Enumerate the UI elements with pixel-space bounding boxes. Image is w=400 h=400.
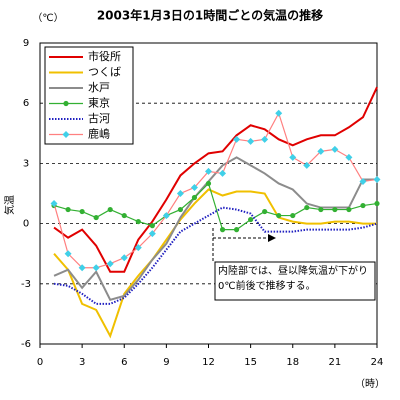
point <box>373 175 381 183</box>
legend-marker <box>63 100 69 107</box>
point <box>205 167 212 175</box>
x-tick-label: 24 <box>371 357 384 368</box>
point <box>134 244 142 252</box>
point <box>332 206 338 213</box>
point <box>331 145 339 153</box>
legend-label: 東京 <box>88 96 110 110</box>
point <box>290 212 296 219</box>
point <box>176 190 184 197</box>
point <box>248 216 254 223</box>
point <box>120 254 128 262</box>
legend-label: つくば <box>88 66 121 79</box>
annotation-box <box>214 261 376 301</box>
x-tick-label: 18 <box>286 357 299 368</box>
x-tick-label: 12 <box>202 357 215 368</box>
point <box>303 161 311 169</box>
legend-label: 市役所 <box>88 49 121 63</box>
y-unit: （℃） <box>32 12 63 24</box>
point <box>205 180 212 187</box>
x-tick-label: 9 <box>163 357 169 368</box>
y-axis-label: 気温 <box>3 195 16 215</box>
point <box>162 212 170 220</box>
point <box>78 264 86 272</box>
point <box>289 153 297 161</box>
point <box>50 200 58 208</box>
x-tick-label: 3 <box>79 357 85 368</box>
point <box>92 264 100 272</box>
point <box>65 206 71 213</box>
point <box>374 200 380 207</box>
annotation-wrap: 内陸部では、昼以降気温が下がり0℃前後で推移する。 <box>218 266 368 292</box>
legend-box <box>44 46 134 145</box>
point <box>275 109 283 117</box>
point <box>191 194 198 201</box>
point <box>79 208 85 215</box>
series-line <box>53 188 377 339</box>
point <box>262 208 268 215</box>
point <box>107 206 113 213</box>
legend-label: 古河 <box>88 112 110 125</box>
point <box>106 260 114 268</box>
point <box>135 218 141 225</box>
y-tick-label: 9 <box>23 38 29 49</box>
point <box>345 153 353 161</box>
point <box>346 206 352 213</box>
y-tick-label: 6 <box>23 98 29 109</box>
x-unit: （時） <box>355 378 385 390</box>
annotation: 内陸部では、昼以降気温が下がり0℃前後で推移する。 <box>218 266 368 292</box>
series-line <box>53 206 378 305</box>
legend-marker <box>62 131 70 138</box>
legend-label: 鹿嶋 <box>88 127 110 141</box>
series-line <box>53 86 378 273</box>
chart-title: 2003年1月3日の1時間ごとの気温の推移 <box>97 8 323 23</box>
point <box>233 135 241 143</box>
series-line <box>53 156 377 302</box>
point <box>233 227 240 233</box>
point <box>276 212 282 219</box>
point <box>177 206 184 213</box>
point <box>64 250 72 258</box>
y-tick-label: -3 <box>21 279 31 290</box>
point <box>304 204 310 211</box>
x-tick-label: 15 <box>244 357 257 368</box>
point <box>317 147 325 155</box>
x-tick-label: 0 <box>37 357 43 368</box>
point <box>190 183 198 191</box>
point <box>219 169 227 177</box>
point <box>219 227 226 233</box>
point <box>318 206 324 213</box>
point <box>247 137 255 145</box>
point <box>359 177 367 185</box>
point <box>360 202 366 209</box>
y-tick-label: -6 <box>21 339 31 350</box>
x-tick-label: 21 <box>329 357 342 368</box>
point <box>93 214 99 221</box>
y-tick-label: 3 <box>23 158 29 169</box>
annotation-arrow <box>212 228 276 262</box>
point <box>121 212 127 219</box>
point <box>148 230 156 238</box>
point <box>149 223 155 229</box>
y-tick-label: 0 <box>23 219 29 230</box>
x-tick-label: 6 <box>121 357 127 368</box>
legend-label: 水戸 <box>88 81 110 94</box>
point <box>261 135 269 143</box>
